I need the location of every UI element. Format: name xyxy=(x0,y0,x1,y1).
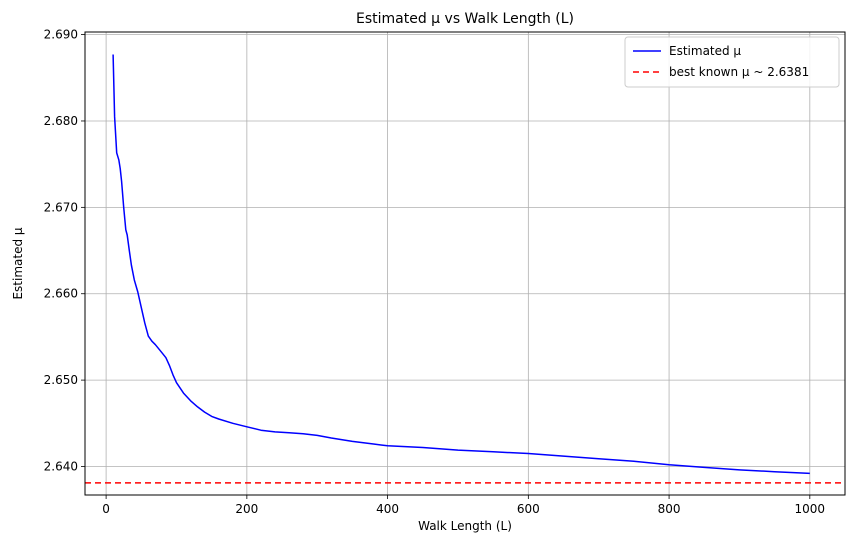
y-axis-label: Estimated μ xyxy=(11,227,25,299)
x-tick-label: 1000 xyxy=(795,502,826,516)
series-line-estimated xyxy=(112,54,810,475)
y-tick-label: 2.640 xyxy=(44,459,78,473)
chart-title: Estimated μ vs Walk Length (L) xyxy=(356,11,574,27)
series-layer xyxy=(85,54,845,484)
legend-box xyxy=(624,36,840,88)
y-tick-label: 2.690 xyxy=(44,28,78,42)
legend-label-best-known: best known μ ~ 2.6381 xyxy=(669,65,809,79)
y-tick-label: 2.670 xyxy=(44,200,78,214)
y-tick-label: 2.650 xyxy=(44,373,78,387)
legend: Estimated μ best known μ ~ 2.6381 xyxy=(624,36,840,88)
x-tick-label: 800 xyxy=(658,502,681,516)
y-tick-label: 2.680 xyxy=(44,114,78,128)
y-tick-label: 2.660 xyxy=(44,287,78,301)
grid xyxy=(85,32,845,495)
x-tick-label: 600 xyxy=(517,502,540,516)
x-tick-label: 400 xyxy=(376,502,399,516)
x-tick-label: 0 xyxy=(102,502,110,516)
legend-label-estimated: Estimated μ xyxy=(669,44,741,58)
x-tick-label: 200 xyxy=(235,502,258,516)
x-axis-label: Walk Length (L) xyxy=(418,519,512,533)
plot-frame xyxy=(84,31,846,496)
ticks: 0 200 400 600 800 1000 2.640 2.650 2.660 2.670 2.6… xyxy=(44,28,825,516)
